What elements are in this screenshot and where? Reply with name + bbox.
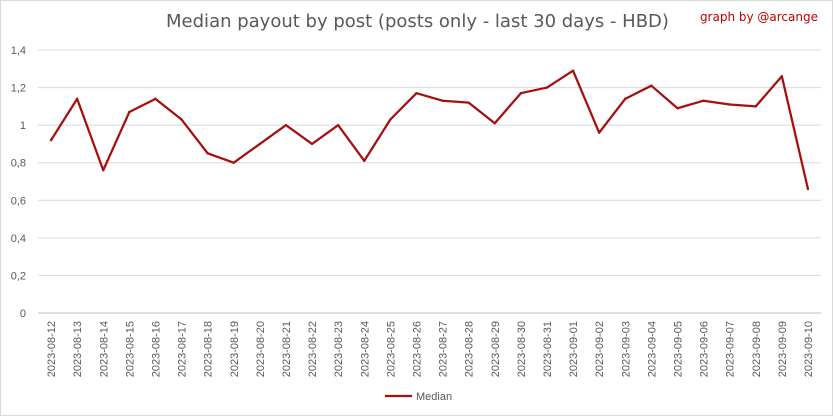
x-tick-label: 2023-08-20 [255,321,267,377]
data-point [597,131,601,134]
x-tick-label: 2023-08-15 [124,321,136,377]
data-point [806,187,810,191]
data-point [102,169,105,172]
x-tick-label: 2023-08-13 [72,321,84,377]
legend-label: Median [416,391,452,403]
x-tick-label: 2023-08-23 [333,321,345,377]
data-point [650,84,653,87]
x-tick-label: 2023-09-05 [672,321,684,377]
data-point [519,92,523,95]
x-tick-label: 2023-08-17 [177,321,189,377]
data-point [415,92,418,95]
data-point [75,97,79,101]
data-point [571,69,575,72]
x-tick-label: 2023-09-01 [568,321,580,377]
x-tick-label: 2023-08-30 [516,321,528,377]
y-tick-label: 0,6 [11,195,26,207]
x-tick-label: 2023-09-06 [699,321,711,377]
x-tick-label: 2023-08-28 [464,321,476,377]
series-layer [49,69,810,191]
y-tick-label: 1,4 [11,45,26,57]
x-tick-label: 2023-09-08 [751,321,763,377]
x-tick-label: 2023-08-14 [98,321,110,377]
data-point [441,99,444,102]
data-point [545,86,549,89]
data-point [258,142,262,146]
x-tick-label: 2023-08-12 [46,321,58,377]
x-tick-label: 2023-08-27 [438,321,450,377]
data-point [780,75,784,78]
data-point [467,101,470,104]
x-axis-ticks: 2023-08-12 2023-08-13 2023-08-14 2023-08-15… [46,321,815,377]
data-point [676,107,679,110]
data-point [754,105,757,108]
data-point [310,142,314,146]
data-point [180,118,183,121]
chart-credit: graph by @arcange [699,10,818,24]
x-tick-label: 2023-08-24 [359,321,371,377]
y-tick-label: 0,8 [11,158,26,170]
data-point [232,161,235,164]
x-tick-label: 2023-08-29 [490,321,502,377]
legend: Median [385,391,452,403]
data-point [728,103,731,106]
data-point [363,159,366,163]
data-point [336,123,340,127]
x-tick-label: 2023-08-25 [385,321,397,377]
y-tick-label: 0,4 [11,233,26,245]
data-point [624,97,627,101]
x-tick-label: 2023-09-09 [777,321,789,377]
x-tick-label: 2023-08-19 [229,321,241,377]
data-point [702,99,705,102]
gridlines [38,49,821,276]
chart-title: Median payout by post (posts only - last… [166,11,669,32]
y-tick-label: 1 [20,120,26,132]
x-tick-label: 2023-09-07 [725,321,737,377]
x-tick-label: 2023-08-31 [542,321,554,377]
y-tick-label: 0,2 [11,270,26,282]
y-axis-ticks: 0 0,2 0,4 0,6 0,8 1 1,2 1,4 [11,45,26,320]
series-line-median [49,69,810,191]
x-tick-label: 2023-08-18 [203,321,215,377]
data-point [389,118,392,121]
data-point [49,138,53,142]
x-tick-label: 2023-08-22 [307,321,319,377]
x-tick-label: 2023-08-16 [150,321,162,377]
data-point [206,152,209,155]
x-tick-label: 2023-09-04 [646,321,658,377]
y-tick-label: 1,2 [11,83,26,95]
x-tick-label: 2023-08-21 [281,321,293,377]
data-point [128,110,131,114]
data-point [493,122,496,125]
data-point [284,123,288,127]
x-tick-label: 2023-09-02 [594,321,606,377]
x-tick-label: 2023-08-26 [411,321,423,377]
y-tick-label: 0 [20,308,26,320]
data-point [154,97,157,101]
x-tick-label: 2023-09-03 [620,321,632,377]
x-tick-label: 2023-09-10 [803,321,815,377]
